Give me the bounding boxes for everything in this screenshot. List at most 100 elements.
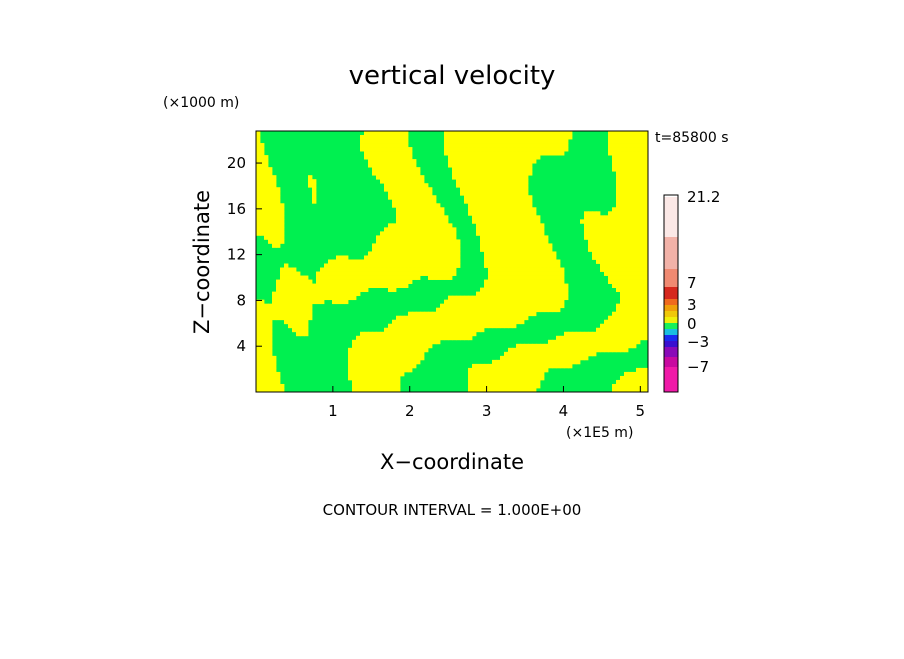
field-cell [528, 271, 533, 276]
field-cell [616, 259, 621, 264]
field-cell [484, 203, 489, 208]
field-cell [628, 371, 633, 377]
field-cell [400, 351, 405, 357]
field-cell [272, 219, 277, 224]
field-cell [536, 219, 541, 224]
field-cell [508, 219, 513, 224]
field-cell [460, 131, 465, 136]
field-cell [524, 379, 529, 385]
field-cell [260, 375, 265, 381]
field-cell [496, 295, 501, 301]
field-cell [304, 299, 309, 305]
field-cell [368, 355, 373, 361]
field-cell [400, 219, 405, 224]
field-cell [444, 319, 449, 325]
field-cell [516, 199, 521, 204]
field-cell [520, 355, 525, 361]
field-cell [544, 363, 549, 369]
field-cell [624, 339, 629, 345]
field-cell [468, 331, 473, 337]
field-cell [480, 183, 485, 188]
field-cell [624, 251, 629, 256]
field-cell [532, 155, 537, 160]
field-cell [576, 343, 581, 349]
field-cell [312, 187, 317, 192]
field-cell [392, 135, 397, 140]
field-cell [292, 315, 297, 321]
field-cell [632, 195, 637, 200]
field-cell [492, 211, 497, 216]
field-cell [396, 167, 401, 172]
field-cell [280, 203, 285, 208]
field-cell [484, 243, 489, 248]
field-cell [452, 151, 457, 156]
field-cell [256, 379, 261, 385]
field-cell [500, 375, 505, 381]
x-unit-label: (×1E5 m) [566, 425, 633, 441]
field-cell [256, 175, 261, 180]
field-cell [356, 275, 361, 280]
y-tick-label: 20 [227, 154, 246, 172]
field-cell [560, 339, 565, 345]
colorbar-swatches [664, 197, 678, 392]
field-cell [524, 275, 529, 280]
field-cell [604, 263, 609, 268]
field-cell [384, 335, 389, 341]
field-cell [408, 327, 413, 333]
field-cell [264, 343, 269, 349]
field-cell [308, 283, 313, 288]
field-cell [632, 299, 637, 305]
field-cell [644, 255, 649, 260]
field-cell [352, 291, 357, 297]
field-cell [524, 139, 529, 144]
field-cell [392, 183, 397, 188]
field-cell [488, 175, 493, 180]
field-cell [600, 227, 605, 232]
field-cell [452, 299, 457, 305]
field-cell [624, 383, 629, 389]
field-cell [256, 231, 261, 236]
field-cell [504, 279, 509, 284]
field-cell [272, 303, 277, 309]
field-cell [388, 231, 393, 236]
field-cell [264, 319, 269, 325]
field-cell [644, 143, 649, 148]
field-cell [592, 251, 597, 256]
field-cell [428, 191, 433, 196]
field-cell [440, 243, 445, 248]
field-cell [520, 155, 525, 160]
field-cell [400, 215, 405, 220]
field-cell [632, 151, 637, 156]
field-cell [272, 311, 277, 317]
field-cell [264, 223, 269, 228]
field-cell [400, 135, 405, 140]
field-cell [476, 323, 481, 329]
field-cell [480, 319, 485, 325]
field-cell [352, 295, 357, 301]
field-cell [496, 323, 501, 329]
field-cell [336, 259, 341, 264]
field-cell [584, 231, 589, 236]
field-cell [512, 195, 517, 200]
field-cell [344, 271, 349, 276]
field-cell [544, 291, 549, 297]
field-cell [384, 163, 389, 168]
field-cell [440, 231, 445, 236]
field-cell [516, 275, 521, 280]
field-cell [492, 155, 497, 160]
field-cell [388, 367, 393, 373]
field-cell [376, 243, 381, 248]
field-cell [464, 171, 469, 176]
field-cell [544, 367, 549, 373]
field-cell [376, 175, 381, 180]
field-cell [608, 315, 613, 321]
field-cell [408, 179, 413, 184]
field-cell [508, 255, 513, 260]
field-cell [616, 255, 621, 260]
field-cell [268, 171, 273, 176]
field-cell [488, 295, 493, 301]
field-cell [388, 171, 393, 176]
field-cell [488, 179, 493, 184]
field-cell [488, 147, 493, 152]
field-cell [564, 143, 569, 148]
